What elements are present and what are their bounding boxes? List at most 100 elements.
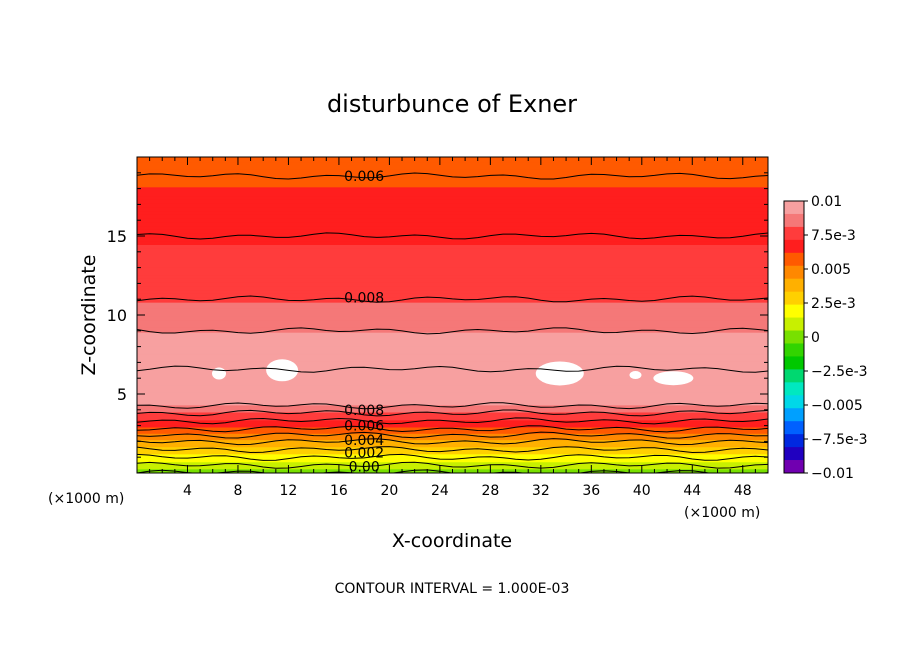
contour-band — [137, 202, 768, 204]
contour-band — [137, 215, 768, 217]
contour-band — [137, 163, 768, 165]
contour-band — [137, 354, 768, 356]
y-tick-label: 10 — [107, 306, 127, 325]
x-unit-right: (×1000 m) — [684, 505, 760, 521]
contour-band — [137, 272, 768, 275]
contour-band — [137, 359, 768, 362]
y-axis-ticks: 5 10 15 — [107, 172, 768, 458]
contour-band — [137, 311, 768, 313]
contour-band — [137, 178, 768, 181]
contour-band — [137, 210, 768, 212]
contour-band — [137, 386, 768, 388]
contour-band — [137, 282, 768, 284]
contour-band — [137, 416, 768, 418]
contour-band — [137, 275, 768, 278]
contour-band — [137, 193, 768, 196]
contour-band — [137, 362, 768, 365]
contour-band — [137, 370, 768, 373]
contour-band — [137, 425, 768, 427]
contour-band — [137, 209, 768, 212]
contour-band — [137, 405, 768, 407]
contour-band — [137, 240, 768, 242]
contour-band — [137, 189, 768, 192]
contour-band — [137, 346, 768, 348]
contour-band — [137, 182, 768, 185]
colorbar-swatch — [784, 265, 804, 280]
contour-band — [137, 453, 768, 456]
contour-band — [137, 376, 768, 378]
contour-band — [137, 402, 768, 404]
contour-band — [137, 347, 768, 350]
contour-band — [137, 314, 768, 317]
contour-line — [137, 172, 768, 180]
contour-band — [137, 401, 768, 403]
contour-band — [137, 302, 768, 304]
contour-band — [137, 358, 768, 361]
contour-band — [137, 249, 768, 252]
contour-band — [137, 211, 768, 213]
contour-band — [137, 242, 768, 245]
contour-band — [137, 266, 768, 268]
contour-band — [137, 298, 768, 301]
contour-band — [137, 348, 768, 351]
contour-band — [137, 356, 768, 358]
contour-band — [137, 279, 768, 282]
contour-band — [137, 399, 768, 401]
contour-band — [137, 351, 768, 354]
contour-band — [137, 265, 768, 268]
contour-band — [137, 330, 768, 332]
contour-band — [137, 270, 768, 272]
contour-band — [137, 442, 768, 445]
contour-band — [137, 280, 768, 283]
contour-line — [137, 327, 768, 335]
contour-band — [137, 340, 768, 343]
contour-band — [137, 186, 768, 189]
contour-band — [137, 174, 768, 176]
contour-band — [137, 279, 768, 281]
contour-line — [137, 409, 768, 417]
colorbar-swatch — [784, 395, 804, 409]
contour-band — [137, 216, 768, 219]
contour-band — [137, 381, 768, 383]
contour-band — [137, 180, 768, 182]
contour-band — [137, 339, 768, 342]
contour-band — [137, 337, 768, 339]
colorbar-swatch — [784, 343, 804, 357]
contour-band — [137, 384, 768, 386]
contour-band — [137, 218, 768, 220]
contour-band — [137, 423, 768, 426]
contour-band — [137, 467, 768, 470]
contour-band — [137, 343, 768, 346]
contour-band — [137, 287, 768, 289]
contour-band — [137, 164, 768, 166]
contour-band — [137, 452, 768, 455]
contour-band — [137, 263, 768, 265]
contour-band — [137, 336, 768, 338]
contour-band — [137, 278, 768, 280]
contour-line — [137, 453, 768, 461]
contour-band — [137, 173, 768, 175]
contour-band — [137, 230, 768, 232]
contour-band — [137, 223, 768, 226]
contour-band — [137, 385, 768, 388]
contour-band — [137, 284, 768, 287]
contour-band — [137, 291, 768, 293]
contour-band — [137, 163, 768, 166]
contour-band — [137, 461, 768, 464]
contour-band — [137, 418, 768, 421]
contour-band — [137, 245, 768, 248]
contour-band — [137, 343, 768, 345]
colorbar-swatch — [784, 408, 804, 422]
contour-band — [137, 237, 768, 239]
contour-band — [137, 236, 768, 238]
contour-band — [137, 196, 768, 198]
contour-band — [137, 217, 768, 219]
contour-band — [137, 189, 768, 191]
contour-band — [137, 426, 768, 429]
contour-band — [137, 245, 768, 247]
contour-band — [137, 375, 768, 377]
contour-band — [137, 295, 768, 298]
contour-band — [137, 367, 768, 370]
